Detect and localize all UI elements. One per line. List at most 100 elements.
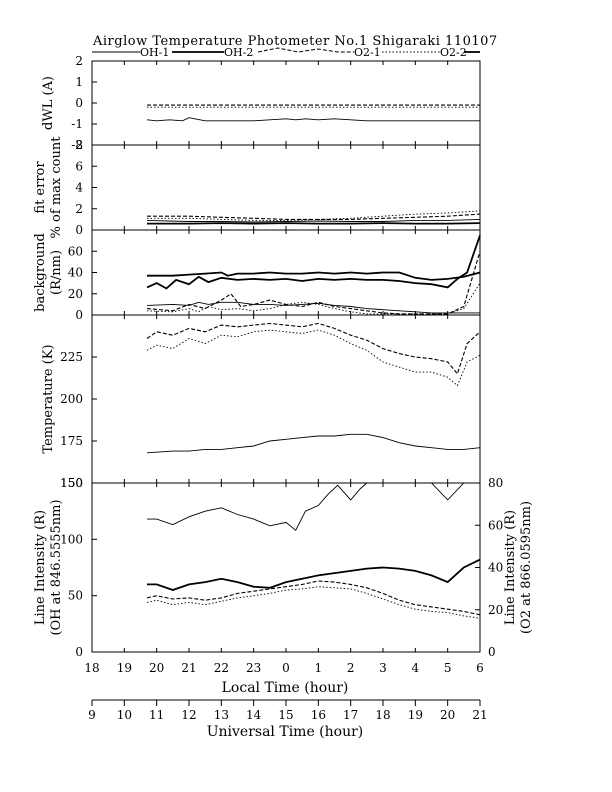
y-tick-label: 0 xyxy=(75,223,83,237)
ut-tick-label: 9 xyxy=(88,708,96,722)
series-line xyxy=(146,580,481,616)
series-line xyxy=(146,235,481,290)
y-right-tick-label: 0 xyxy=(488,645,496,659)
y-tick-label: 200 xyxy=(60,392,83,406)
ut-tick-label: 20 xyxy=(440,708,455,722)
ut-tick-label: 11 xyxy=(149,708,164,722)
series-line xyxy=(147,482,480,532)
ut-tick-label: 17 xyxy=(343,708,358,722)
ut-tick-label: 16 xyxy=(311,708,326,722)
local-time-tick-label: 2 xyxy=(347,661,355,675)
panel-dwl: 2 1 0 -1 -2 dWL (A) xyxy=(41,54,481,152)
panel-temp: 225 200 175 150 Temperature (K) xyxy=(41,314,481,490)
ut-tick-label: 12 xyxy=(181,708,196,722)
series-line xyxy=(146,322,481,375)
ut-tick-label: 18 xyxy=(375,708,390,722)
y-right-tick-label: 20 xyxy=(488,603,503,617)
panel-frame xyxy=(91,314,481,484)
ut-tick-label: 19 xyxy=(408,708,423,722)
ut-tick-label: 14 xyxy=(246,708,262,722)
y-tick-label: 225 xyxy=(60,350,83,364)
y-tick-label: 100 xyxy=(60,532,83,546)
ut-tick-label: 10 xyxy=(117,708,132,722)
local-time-tick-label: 18 xyxy=(84,661,99,675)
y-tick-label: 60 xyxy=(68,244,83,258)
series-line xyxy=(146,433,481,454)
legend-label-o2-2: O2-2 xyxy=(440,46,467,59)
ut-axis-label: Universal Time (hour) xyxy=(207,724,364,740)
y-axis-label: Temperature (K) xyxy=(41,344,56,453)
series-line xyxy=(146,586,481,619)
local-time-ticks: 18 19 20 21 22 23 0 1 2 3 4 5 6 xyxy=(84,661,483,675)
y-tick-label: 2 xyxy=(75,202,83,216)
legend: OH-1 OH-2 O2-1 O2-2 xyxy=(92,46,480,59)
local-time-tick-label: 3 xyxy=(379,661,387,675)
local-time-axis: 18 19 20 21 22 23 0 1 2 3 4 5 6 Local Time (hour) xyxy=(84,661,483,696)
panel-fit: 8 6 4 2 0 fit error% of max count xyxy=(33,136,481,239)
y-right-tick-label: 40 xyxy=(488,561,503,575)
panel-frame xyxy=(91,482,481,653)
series-line xyxy=(146,251,481,315)
y-axis-label-line: Line Intensity (R) xyxy=(33,510,48,625)
local-time-tick-label: 20 xyxy=(149,661,164,675)
local-time-tick-label: 21 xyxy=(181,661,196,675)
y-axis-label-line: fit error xyxy=(33,161,48,214)
series-line xyxy=(146,282,481,315)
y-right-tick-label: 60 xyxy=(488,518,503,532)
series-line xyxy=(147,222,481,225)
local-time-tick-label: 5 xyxy=(444,661,452,675)
series-line xyxy=(146,329,481,387)
y-tick-label: 175 xyxy=(60,434,83,448)
series-line xyxy=(147,558,481,591)
y-right-tick-label: 80 xyxy=(488,476,503,490)
panel-frame xyxy=(91,60,481,146)
chart-title: Airglow Temperature Photometer No.1 Shig… xyxy=(92,34,498,49)
panel-bg: 60 40 20 0 background(R/nm) xyxy=(33,229,481,322)
ut-tick-label: 15 xyxy=(278,708,293,722)
series-line xyxy=(147,210,481,221)
y-axis-label-right-line: (O2 at 866.0595nm) xyxy=(519,501,534,634)
y-axis-label-right: Line Intensity (R)(O2 at 866.0595nm) xyxy=(503,501,534,634)
y-axis-label: Line Intensity (R)(OH at 846.5555nm) xyxy=(33,499,64,635)
local-time-tick-label: 19 xyxy=(117,661,132,675)
y-axis-label: background(R/nm) xyxy=(33,233,64,312)
local-time-tick-label: 0 xyxy=(282,661,290,675)
legend-line-o2-1 xyxy=(257,47,354,53)
y-tick-label: 0 xyxy=(75,96,83,110)
local-time-tick-label: 4 xyxy=(412,661,420,675)
series-line xyxy=(147,213,481,220)
series-line xyxy=(147,271,481,281)
local-time-tick-label: 22 xyxy=(214,661,229,675)
y-tick-label: 40 xyxy=(68,266,83,280)
ut-ticks: 9 10 11 12 13 14 15 16 17 18 19 20 21 xyxy=(88,700,488,722)
y-axis-label-line: % of max count xyxy=(49,136,64,239)
local-time-tick-label: 23 xyxy=(246,661,261,675)
series-line xyxy=(146,218,481,223)
series-line xyxy=(146,117,480,122)
y-axis-label: fit error% of max count xyxy=(33,136,64,239)
y-axis-label-right-line: Line Intensity (R) xyxy=(503,510,518,625)
y-tick-label: 1 xyxy=(75,75,83,89)
ut-axis: 9 10 11 12 13 14 15 16 17 18 19 20 21 Universal Time… xyxy=(88,699,488,740)
y-tick-label: 4 xyxy=(75,181,83,195)
y-tick-label: 2 xyxy=(75,54,83,68)
local-time-label: Local Time (hour) xyxy=(222,680,349,696)
legend-label-o2-1: O2-1 xyxy=(354,46,381,59)
y-axis-label-line: Temperature (K) xyxy=(41,344,56,453)
ut-tick-label: 13 xyxy=(214,708,229,722)
y-axis-label-line: dWL (A) xyxy=(41,76,56,130)
y-axis-label-line: (R/nm) xyxy=(49,250,64,295)
y-tick-label: 0 xyxy=(75,308,83,322)
panel-frame xyxy=(91,229,481,316)
y-tick-label: 150 xyxy=(60,476,83,490)
y-tick-label: 150 xyxy=(60,476,83,490)
y-tick-label: 20 xyxy=(68,287,83,301)
y-axis-label: dWL (A) xyxy=(41,76,56,130)
panel-frame xyxy=(91,144,481,231)
y-tick-label: 8 xyxy=(75,138,83,152)
y-tick-label: -1 xyxy=(71,117,83,131)
series-line xyxy=(146,301,480,314)
y-axis-label-line: (OH at 846.5555nm) xyxy=(49,499,64,635)
local-time-tick-label: 1 xyxy=(315,661,323,675)
